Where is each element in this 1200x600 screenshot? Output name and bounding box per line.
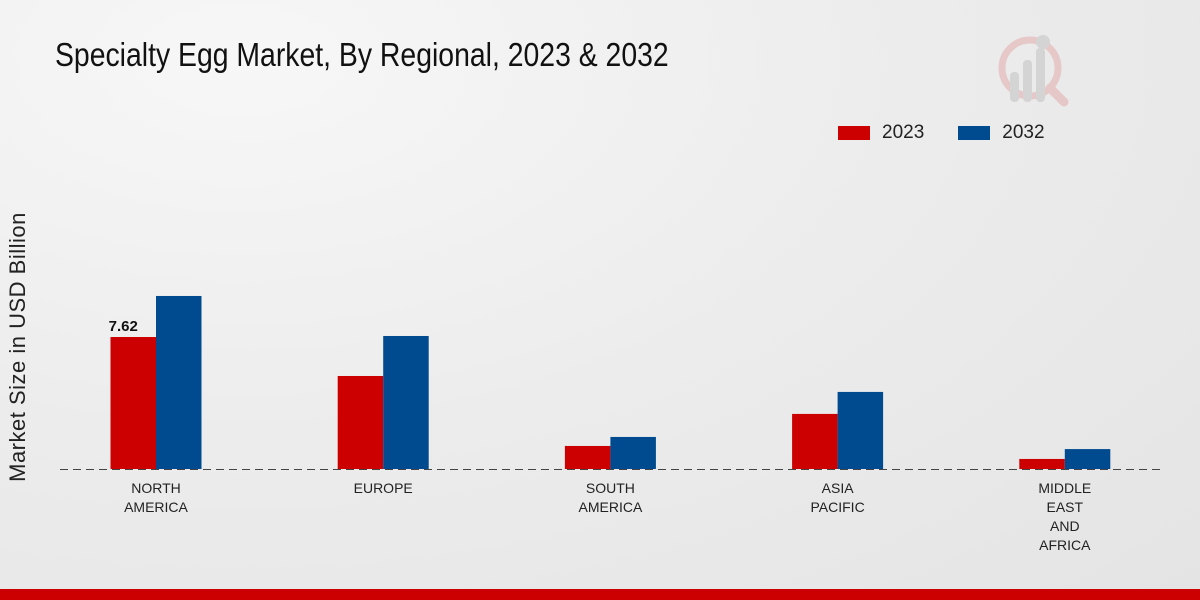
legend-label: 2032	[1002, 122, 1045, 143]
bar-2032-4	[1064, 449, 1111, 469]
x-tick-label: PACIFIC	[810, 499, 864, 515]
x-tick-label: EAST	[1047, 499, 1084, 515]
bar-2032-1	[383, 335, 429, 469]
x-tick-label: MIDDLE	[1038, 480, 1091, 496]
legend-item-2032: 2032	[958, 122, 1045, 144]
x-tick-label: EUROPE	[354, 480, 413, 496]
bar-2032-3	[837, 391, 884, 469]
x-tick-label: NORTH	[131, 480, 181, 496]
legend: 2023 2032	[838, 122, 1045, 144]
legend-swatch	[958, 126, 991, 140]
x-tick-label: AMERICA	[124, 499, 188, 515]
x-tick-label: AMERICA	[579, 499, 643, 515]
x-tick-label: ASIA	[822, 480, 855, 496]
x-tick-label: AND	[1050, 518, 1080, 534]
bar-2023-3	[792, 413, 838, 469]
watermark-logo-icon	[998, 35, 1069, 107]
legend-swatch	[838, 126, 870, 140]
legend-item-2023: 2023	[838, 122, 924, 144]
x-tick-label: SOUTH	[586, 480, 635, 496]
bar-2023-1	[337, 375, 384, 469]
legend-label: 2023	[882, 122, 925, 143]
chart-title: Specialty Egg Market, By Regional, 2023 …	[55, 36, 669, 73]
bar-2032-2	[610, 436, 656, 469]
bar-2023-2	[564, 445, 611, 469]
bar-2032-0	[156, 295, 202, 469]
data-label: 7.62	[109, 318, 138, 335]
footer-bar	[0, 589, 1200, 600]
bar-2023-4	[1019, 458, 1065, 469]
bar-2023-0	[110, 337, 156, 469]
x-tick-label: AFRICA	[1039, 537, 1091, 553]
